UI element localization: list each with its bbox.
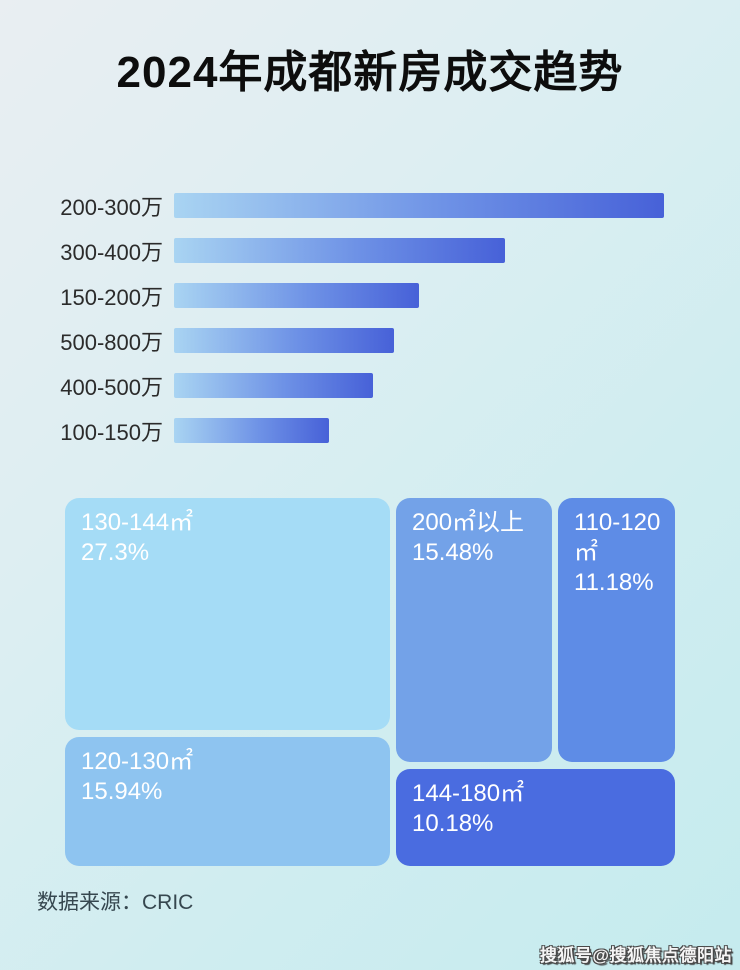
price-bar-chart: 200-300万 300-400万 150-200万 500-800万 400-… bbox=[35, 183, 695, 453]
bar-row: 100-150万 bbox=[35, 408, 695, 453]
bar-row: 300-400万 bbox=[35, 228, 695, 273]
treemap-cell-label: 130-144㎡ bbox=[81, 509, 194, 536]
treemap-cell-label: 120-130㎡ bbox=[81, 748, 194, 775]
price-bar bbox=[174, 418, 329, 443]
bar-category-label: 500-800万 bbox=[60, 329, 163, 355]
treemap-cell-130-144: 130-144㎡ 27.3% bbox=[65, 498, 390, 730]
treemap-cell-value: 27.3% bbox=[81, 539, 150, 566]
area-treemap: 130-144㎡ 27.3% 120-130㎡ 15.94% 200㎡以上 15… bbox=[65, 498, 675, 866]
treemap-cell-144-180: 144-180㎡ 10.18% bbox=[396, 769, 675, 866]
bar-category-label: 150-200万 bbox=[60, 284, 163, 310]
price-bar bbox=[174, 328, 394, 353]
page-title: 2024年成都新房成交趋势 bbox=[116, 48, 624, 97]
treemap-cell-label: 200㎡以上 bbox=[412, 509, 525, 536]
price-bar bbox=[174, 283, 419, 308]
bar-row: 500-800万 bbox=[35, 318, 695, 363]
treemap-cell-label: 144-180㎡ bbox=[412, 780, 525, 807]
treemap-cell-110-120: 110-120㎡ 11.18% bbox=[558, 498, 675, 762]
treemap-cell-200-plus: 200㎡以上 15.48% bbox=[396, 498, 552, 762]
price-bar bbox=[174, 373, 373, 398]
treemap-cell-value: 15.48% bbox=[412, 539, 494, 566]
bar-category-label: 200-300万 bbox=[60, 194, 163, 220]
treemap-cell-label: 110-120㎡ bbox=[574, 509, 661, 566]
bar-row: 150-200万 bbox=[35, 273, 695, 318]
treemap-cell-120-130: 120-130㎡ 15.94% bbox=[65, 737, 390, 866]
bar-row: 200-300万 bbox=[35, 183, 695, 228]
price-bar bbox=[174, 193, 664, 218]
price-bar bbox=[174, 238, 506, 263]
watermark: 搜狐号@搜狐焦点德阳站 bbox=[539, 946, 732, 965]
data-source-label: 数据来源：CRIC bbox=[37, 891, 194, 914]
bar-category-label: 300-400万 bbox=[60, 239, 163, 265]
bar-row: 400-500万 bbox=[35, 363, 695, 408]
treemap-cell-value: 15.94% bbox=[81, 778, 163, 805]
bar-category-label: 100-150万 bbox=[60, 419, 163, 445]
treemap-cell-value: 10.18% bbox=[412, 810, 494, 837]
treemap-cell-value: 11.18% bbox=[574, 569, 654, 596]
bar-category-label: 400-500万 bbox=[60, 374, 163, 400]
